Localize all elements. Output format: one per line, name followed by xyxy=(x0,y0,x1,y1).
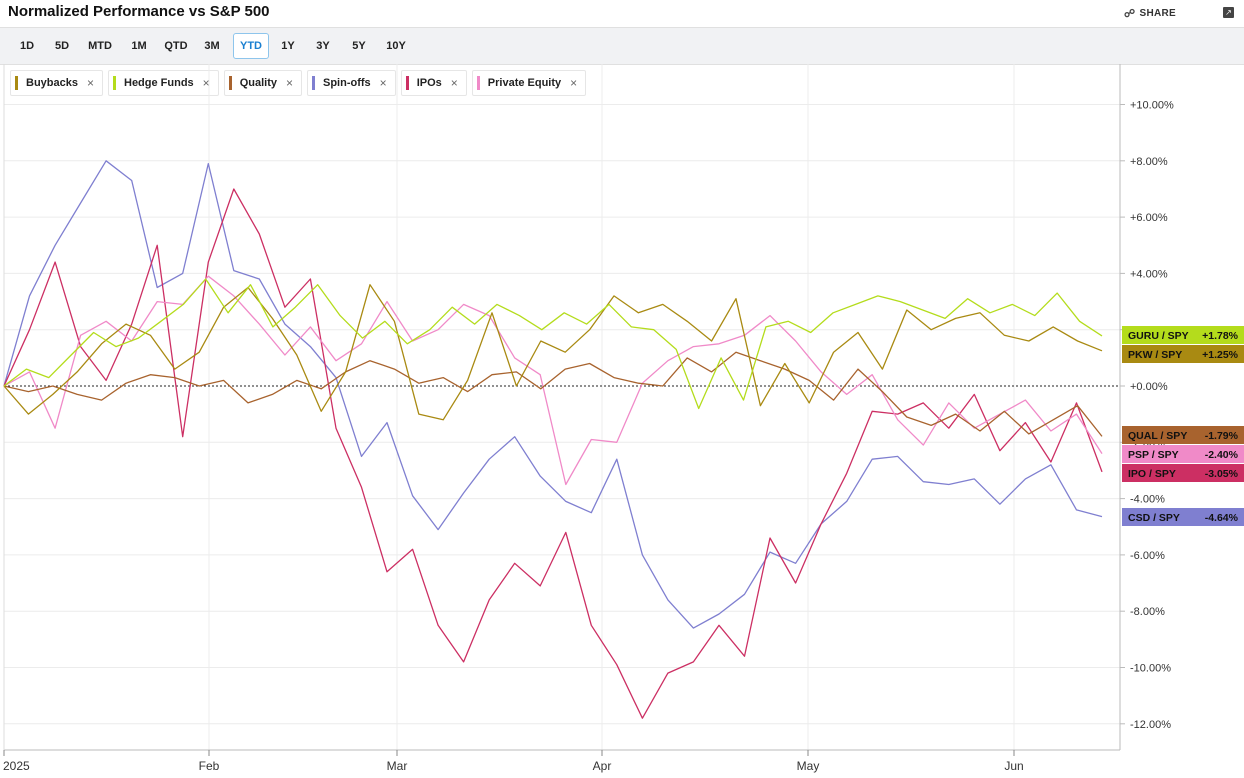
series-line-spin-offs xyxy=(3,160,1103,629)
series-line-ipos xyxy=(3,188,1103,719)
series-end-tag xyxy=(1122,508,1244,526)
remove-series-icon[interactable]: × xyxy=(450,76,458,90)
series-line-quality xyxy=(3,351,1103,437)
legend-swatch xyxy=(15,76,18,90)
series-tag-value: -2.40% xyxy=(1205,449,1239,461)
expand-icon[interactable]: ↗ xyxy=(1223,7,1234,18)
share-label: SHARE xyxy=(1139,8,1176,19)
x-tick-label: Apr xyxy=(593,759,612,773)
legend-chip-hedge-funds[interactable]: Hedge Funds × xyxy=(108,70,219,96)
remove-series-icon[interactable]: × xyxy=(202,76,210,90)
range-button-ytd[interactable]: YTD xyxy=(233,33,269,59)
legend-chip-buybacks[interactable]: Buybacks × xyxy=(10,70,103,96)
legend-label: Buybacks xyxy=(26,77,78,89)
range-toolbar: 1D 5D MTD 1M QTD 3M YTD 1Y 3Y 5Y 10Y xyxy=(0,27,1244,65)
legend-chip-private-equity[interactable]: Private Equity × xyxy=(471,70,587,96)
range-button-1d[interactable]: 1D xyxy=(19,40,35,52)
series-tag-ticker: CSD / SPY xyxy=(1128,512,1180,524)
series-tag-value: -1.79% xyxy=(1205,430,1239,442)
y-tick-label: -10.00% xyxy=(1130,663,1171,675)
series-tag-ticker: IPO / SPY xyxy=(1128,468,1176,480)
y-tick-label: +10.00% xyxy=(1130,100,1174,112)
legend-swatch xyxy=(405,76,409,90)
legend-swatch xyxy=(476,76,480,90)
x-tick-label: Mar xyxy=(387,759,408,773)
series-tag-ticker: PKW / SPY xyxy=(1128,349,1182,361)
series-tag-value: -4.64% xyxy=(1205,512,1239,524)
series-tag-ticker: QUAL / SPY xyxy=(1128,430,1187,442)
range-button-1y[interactable]: 1Y xyxy=(281,40,295,52)
series-end-tag xyxy=(1122,445,1244,463)
remove-series-icon[interactable]: × xyxy=(285,76,293,90)
legend-swatch xyxy=(113,76,116,90)
remove-series-icon[interactable]: × xyxy=(379,76,387,90)
legend-swatch xyxy=(312,76,315,90)
series-tag-ticker: GURU / SPY xyxy=(1128,330,1189,342)
y-tick-label: -6.00% xyxy=(1130,550,1165,562)
y-tick-label: -8.00% xyxy=(1130,606,1165,618)
range-button-5y[interactable]: 5Y xyxy=(352,40,366,52)
remove-series-icon[interactable]: × xyxy=(570,76,578,90)
page-title: Normalized Performance vs S&P 500 xyxy=(8,3,270,20)
series-line-private-equity xyxy=(3,275,1103,486)
legend-label: Quality xyxy=(239,77,277,89)
legend-label: Spin-offs xyxy=(323,77,371,89)
legend-label: Hedge Funds xyxy=(124,77,194,89)
y-tick-label: +6.00% xyxy=(1130,212,1168,224)
legend-chip-spin-offs[interactable]: Spin-offs × xyxy=(307,70,396,96)
range-button-5d[interactable]: 5D xyxy=(54,40,70,52)
series-legend: Buybacks × Hedge Funds × Quality × Spin-offs × I… xyxy=(10,70,587,96)
legend-chip-quality[interactable]: Quality × xyxy=(223,70,302,96)
y-tick-label: -12.00% xyxy=(1130,719,1171,731)
y-tick-label: +8.00% xyxy=(1130,156,1168,168)
x-tick-label: Feb xyxy=(199,759,220,773)
legend-label: IPOs xyxy=(416,77,442,89)
share-button[interactable]: ☍ SHARE xyxy=(1124,7,1176,20)
y-tick-label: +0.00% xyxy=(1130,381,1168,393)
series-tag-value: -3.05% xyxy=(1205,468,1239,480)
x-tick-label: Jun xyxy=(1004,759,1023,773)
series-tag-value: +1.78% xyxy=(1202,330,1239,342)
series-line-hedge-funds xyxy=(3,278,1103,410)
series-tag-ticker: PSP / SPY xyxy=(1128,449,1179,461)
share-icon: ☍ xyxy=(1124,8,1136,20)
y-tick-label: +4.00% xyxy=(1130,268,1168,280)
series-end-tag xyxy=(1122,326,1244,344)
y-tick-label: -4.00% xyxy=(1130,494,1165,506)
x-tick-label: May xyxy=(797,759,820,773)
range-button-qtd[interactable]: QTD xyxy=(164,40,188,52)
x-tick-label: 2025 xyxy=(3,759,30,773)
legend-swatch xyxy=(228,76,232,90)
chart-header: Normalized Performance vs S&P 500 ☍ SHAR… xyxy=(0,0,1244,27)
remove-series-icon[interactable]: × xyxy=(86,76,94,90)
range-button-3m[interactable]: 3M xyxy=(204,40,220,52)
series-end-tag xyxy=(1122,426,1244,444)
range-button-10y[interactable]: 10Y xyxy=(386,40,406,52)
legend-label: Private Equity xyxy=(487,77,562,89)
legend-chip-ipos[interactable]: IPOs × xyxy=(400,70,467,96)
series-end-tag xyxy=(1122,464,1244,482)
range-button-3y[interactable]: 3Y xyxy=(316,40,330,52)
series-tag-value: +1.25% xyxy=(1202,349,1239,361)
range-button-mtd[interactable]: MTD xyxy=(88,40,112,52)
series-end-tag xyxy=(1122,345,1244,363)
series-line-buybacks xyxy=(3,284,1103,421)
range-button-1m[interactable]: 1M xyxy=(131,40,147,52)
